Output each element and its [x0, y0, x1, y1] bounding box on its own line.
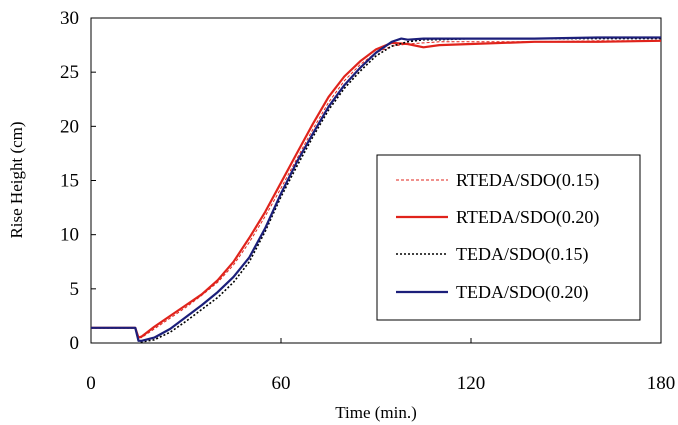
y-tick-label: 0: [70, 333, 80, 354]
legend-label: RTEDA/SDO(0.15): [456, 170, 599, 191]
y-axis-label: Rise Height (cm): [7, 121, 26, 238]
y-axis-ticks: 0 5 10 15 20 25 30: [60, 8, 96, 354]
legend-label: TEDA/SDO(0.20): [456, 282, 589, 303]
x-tick-label: 60: [272, 373, 291, 394]
legend-label: TEDA/SDO(0.15): [456, 244, 589, 265]
legend-label: RTEDA/SDO(0.20): [456, 207, 599, 228]
x-tick-label: 120: [457, 373, 486, 394]
y-tick-label: 15: [60, 171, 79, 192]
series-lines: [91, 36, 662, 343]
y-tick-label: 10: [60, 225, 79, 246]
series-line-3: [91, 37, 661, 343]
series-line-4: [91, 36, 661, 342]
x-tick-label: 0: [86, 373, 96, 394]
y-tick-label: 25: [60, 62, 79, 83]
series-line-1: [91, 40, 661, 339]
y-tick-label: 5: [70, 279, 80, 300]
x-tick-label: 180: [647, 373, 676, 394]
y-tick-label: 20: [60, 116, 79, 137]
x-axis-label: Time (min.): [335, 403, 417, 422]
series-line-2: [91, 39, 662, 339]
x-axis-ticks: 0 60 120 180: [86, 338, 675, 394]
y-tick-label: 30: [60, 8, 79, 29]
legend: RTEDA/SDO(0.15) RTEDA/SDO(0.20) TEDA/SDO(0…: [376, 154, 641, 321]
